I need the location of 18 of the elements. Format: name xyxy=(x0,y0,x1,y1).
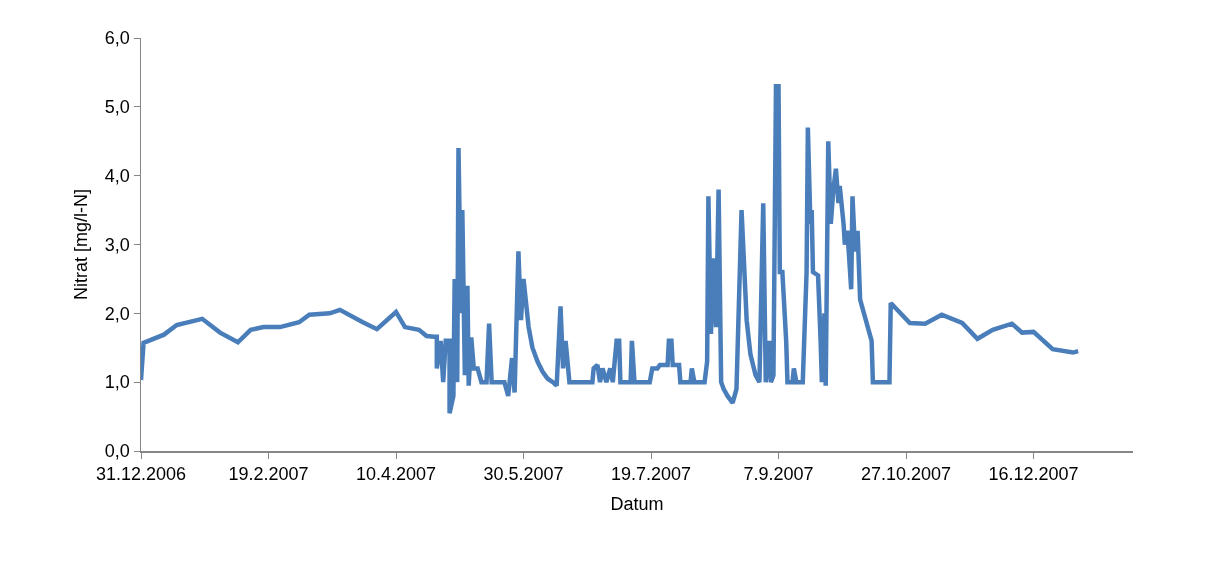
x-tick-label: 31.12.2006 xyxy=(95,464,187,485)
y-tick-label: 0,0 xyxy=(104,441,130,462)
x-tick-label: 19.7.2007 xyxy=(610,464,692,485)
x-tick-label: 19.2.2007 xyxy=(228,464,309,485)
x-tick-label: 27.10.2007 xyxy=(860,464,952,485)
y-tick-label: 2,0 xyxy=(104,303,130,324)
y-tick-label: 5,0 xyxy=(104,97,130,118)
y-tick-label: 3,0 xyxy=(104,234,130,255)
y-tick-label: 4,0 xyxy=(104,165,130,186)
x-tick-label: 16.12.2007 xyxy=(988,464,1079,485)
x-tick-label: 7.9.2007 xyxy=(743,464,814,485)
y-tick-label: 6,0 xyxy=(104,28,130,49)
x-tick-label: 30.5.2007 xyxy=(483,464,564,485)
line-series xyxy=(141,83,1081,416)
x-tick-label: 10.4.2007 xyxy=(355,464,437,485)
y-axis-title: Nitrat [mg/l-N] xyxy=(71,188,92,301)
x-axis-title: Datum xyxy=(610,493,664,514)
y-tick-label: 1,0 xyxy=(104,372,130,393)
